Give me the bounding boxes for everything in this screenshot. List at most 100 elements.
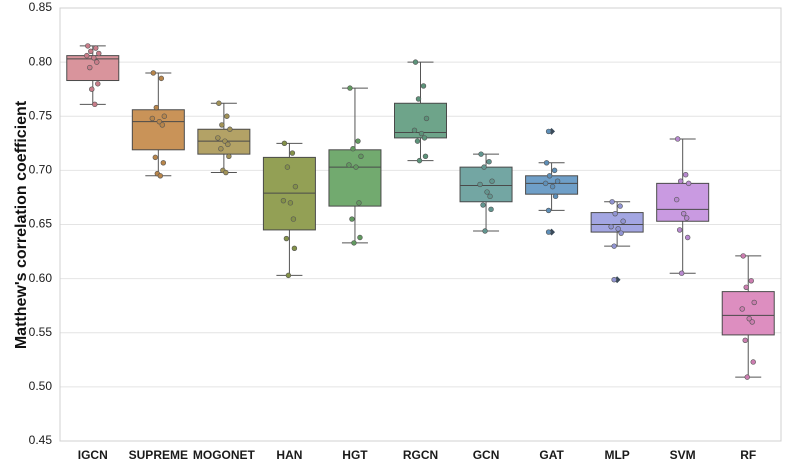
x-axis-ticks: IGCN SUPREME MOGONET HAN HGT RGCN GCN GAT MLP SVM… [78, 448, 756, 462]
data-point [280, 197, 287, 204]
data-point [743, 284, 749, 290]
y-tick-label: 0.65 [29, 217, 53, 231]
data-point [749, 319, 755, 325]
boxes [66, 43, 775, 380]
box-han [262, 140, 316, 279]
data-point [551, 167, 558, 174]
data-point [739, 306, 745, 312]
box-iqr [328, 149, 382, 207]
data-point [552, 193, 559, 200]
data-point [350, 146, 356, 152]
x-tick-label: GAT [539, 448, 564, 462]
data-point [682, 172, 689, 178]
data-point [545, 229, 552, 235]
data-point [612, 210, 618, 217]
data-point [150, 70, 157, 76]
data-point [423, 115, 430, 122]
data-point [746, 315, 752, 322]
data-point [478, 151, 484, 157]
data-point [281, 140, 288, 147]
box-igcn [66, 43, 120, 108]
data-point [222, 138, 228, 144]
data-point [215, 135, 221, 141]
y-axis-ticks: 0.45 0.50 0.55 0.60 0.65 0.70 0.75 0.80 0.85 [29, 0, 53, 447]
data-point [219, 122, 225, 128]
data-point [149, 115, 156, 122]
data-point [750, 359, 756, 365]
box-gat [525, 127, 579, 236]
data-point [216, 100, 222, 106]
data-point [290, 216, 297, 222]
data-point [543, 160, 550, 166]
data-point [611, 243, 617, 249]
data-point [420, 83, 427, 89]
data-point [153, 104, 160, 111]
data-point [554, 178, 561, 184]
data-point [414, 138, 421, 144]
box-svm [656, 136, 710, 276]
y-tick-label: 0.70 [29, 163, 53, 177]
data-point [159, 122, 166, 128]
data-point [482, 228, 488, 234]
data-point [484, 189, 490, 195]
data-point [287, 200, 294, 206]
data-point [353, 164, 359, 170]
data-point [93, 45, 99, 51]
data-point [684, 234, 691, 241]
x-tick-label: SVM [670, 448, 696, 462]
box-iqr [459, 166, 513, 203]
data-point [357, 234, 363, 241]
x-tick-label: HGT [342, 448, 368, 462]
box-iqr [721, 291, 775, 336]
box-mlp [590, 199, 644, 284]
box-supreme [131, 70, 185, 179]
data-point [411, 127, 418, 134]
box-rgcn [394, 59, 447, 164]
data-point [160, 160, 167, 166]
data-point [477, 181, 483, 188]
data-point [677, 178, 684, 184]
x-tick-label: RGCN [403, 448, 438, 462]
data-point [225, 141, 231, 148]
data-point [355, 138, 361, 144]
data-point [152, 154, 159, 161]
data-point [157, 173, 164, 179]
data-point [226, 153, 232, 160]
data-point [292, 183, 299, 190]
data-point [416, 157, 423, 164]
data-point [224, 113, 230, 119]
data-point [740, 253, 746, 259]
data-point [218, 146, 224, 152]
data-point [412, 59, 419, 65]
data-point [618, 230, 624, 236]
data-point [481, 164, 487, 170]
box-iqr [131, 109, 185, 151]
data-point [674, 136, 681, 142]
data-point [91, 55, 97, 61]
data-point [480, 202, 486, 208]
data-point [615, 226, 621, 232]
data-point [678, 270, 685, 276]
data-point [680, 210, 687, 217]
data-point [748, 278, 754, 284]
y-tick-label: 0.85 [29, 0, 53, 14]
data-point [415, 96, 422, 102]
data-point [89, 86, 95, 92]
data-point [227, 126, 233, 132]
x-tick-label: RF [740, 448, 756, 462]
data-point [489, 178, 495, 184]
y-tick-label: 0.50 [29, 379, 53, 393]
data-point [291, 245, 298, 252]
box-rf [721, 253, 775, 380]
data-point [422, 153, 429, 160]
data-point [611, 277, 617, 283]
data-point [96, 50, 102, 57]
data-point [545, 128, 552, 135]
data-point [620, 218, 626, 224]
data-point [289, 150, 296, 156]
box-mogonet [197, 100, 251, 176]
data-point [673, 196, 680, 203]
data-point [751, 299, 757, 306]
data-point [346, 162, 352, 168]
data-point [358, 153, 364, 160]
